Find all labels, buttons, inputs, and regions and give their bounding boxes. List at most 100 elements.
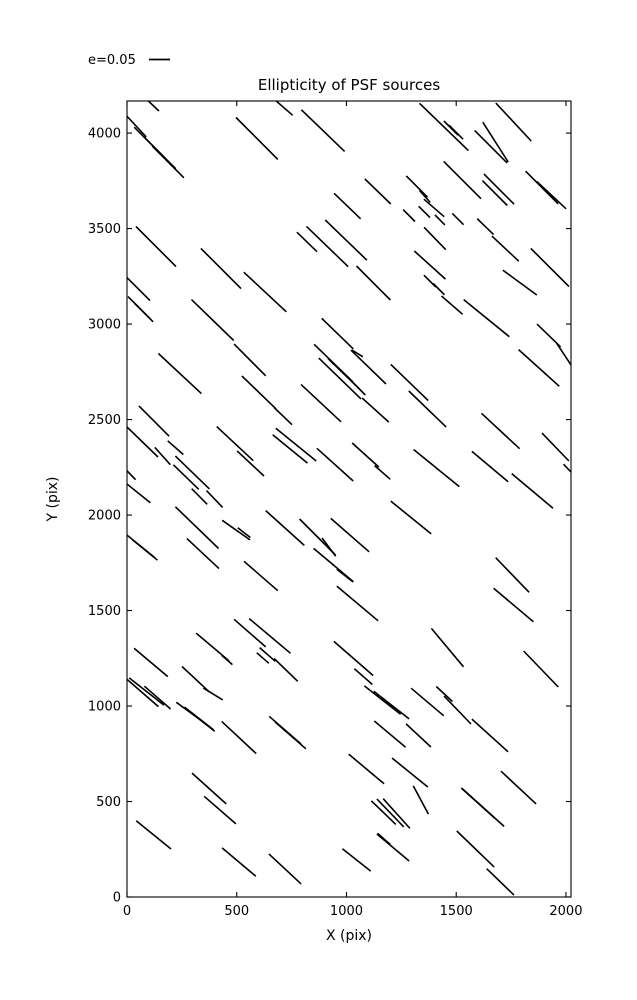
psf-whisker bbox=[200, 247, 242, 290]
psf-whisker bbox=[243, 271, 287, 313]
psf-whisker bbox=[203, 795, 237, 825]
psf-whisker bbox=[336, 568, 354, 583]
psf-whisker bbox=[132, 539, 158, 561]
psf-whisker bbox=[430, 627, 465, 668]
psf-whisker bbox=[174, 506, 220, 550]
psf-whisker bbox=[233, 618, 267, 648]
psf-whisker bbox=[172, 464, 200, 490]
psf-whisker bbox=[272, 434, 309, 464]
psf-whisker bbox=[235, 116, 279, 160]
psf-whisker bbox=[355, 265, 391, 301]
axis-tick-labels: 0 500 1000 1500 2000 0 500 1000 1500 2000 2500 3000… bbox=[88, 127, 583, 919]
psf-whisker bbox=[456, 830, 495, 868]
psf-whisker bbox=[351, 442, 380, 468]
psf-whisker bbox=[221, 654, 233, 666]
y-tick-label: 4000 bbox=[88, 127, 121, 142]
psf-whisker bbox=[443, 695, 472, 725]
psf-whisker bbox=[486, 868, 515, 896]
psf-whisker bbox=[423, 198, 445, 218]
x-tick-label: 0 bbox=[123, 904, 131, 919]
x-tick-label: 500 bbox=[224, 904, 249, 919]
x-axis-label: X (pix) bbox=[326, 928, 372, 944]
psf-whisker bbox=[127, 482, 151, 504]
psf-whisker bbox=[480, 412, 521, 450]
psf-whisker bbox=[336, 585, 379, 622]
psf-whisker bbox=[435, 685, 453, 703]
psf-whisker bbox=[352, 381, 366, 396]
psf-whisker bbox=[418, 102, 469, 152]
y-tick-label: 1000 bbox=[88, 700, 121, 715]
psf-whisker bbox=[237, 527, 251, 539]
psf-whisker bbox=[333, 640, 374, 677]
psf-whisker bbox=[460, 787, 496, 819]
y-tick-label: 0 bbox=[113, 891, 121, 906]
y-axis-label: Y (pix) bbox=[45, 477, 61, 523]
psf-whisker bbox=[463, 298, 510, 338]
psf-whisker bbox=[511, 472, 554, 509]
psf-whisker bbox=[273, 657, 299, 682]
psf-whisker bbox=[190, 712, 216, 732]
psf-whisker bbox=[376, 798, 405, 828]
psf-whisker bbox=[274, 721, 307, 750]
psf-whisker bbox=[373, 690, 410, 720]
psf-whisker bbox=[390, 363, 429, 402]
psf-whisker bbox=[273, 406, 293, 426]
psf-whisker bbox=[348, 753, 385, 785]
psf-whisker bbox=[216, 426, 254, 462]
psf-whisker bbox=[157, 352, 202, 395]
psf-whisker bbox=[351, 349, 364, 358]
psf-whisker bbox=[423, 226, 447, 251]
y-tick-label: 2000 bbox=[88, 509, 121, 524]
psf-whisker bbox=[147, 101, 160, 112]
psf-whisker bbox=[405, 175, 429, 198]
psf-whisker bbox=[151, 145, 185, 179]
psf-whisker bbox=[248, 617, 292, 654]
psf-whisker bbox=[363, 685, 402, 715]
psf-whisker bbox=[221, 519, 251, 541]
psf-whisker bbox=[127, 425, 159, 458]
y-tick-label: 3500 bbox=[88, 222, 121, 237]
psf-whisker bbox=[418, 205, 431, 219]
psf-whisker bbox=[502, 269, 538, 296]
psf-whisker bbox=[221, 847, 257, 877]
psf-whisker bbox=[443, 160, 482, 200]
psf-whisker bbox=[127, 678, 159, 708]
psf-whisker bbox=[471, 718, 509, 753]
psf-whisker bbox=[318, 357, 362, 400]
psf-whisker bbox=[191, 488, 208, 505]
psf-whisker bbox=[135, 820, 172, 850]
axis-ticks bbox=[126, 101, 571, 898]
psf-whisker bbox=[333, 192, 362, 220]
psf-whisker bbox=[341, 848, 372, 872]
psf-whisker bbox=[300, 109, 346, 152]
psf-whisker bbox=[305, 225, 349, 268]
psf-whisker bbox=[186, 538, 220, 570]
psf-whisker bbox=[432, 282, 446, 296]
psf-whisker bbox=[495, 102, 532, 142]
psf-whisker bbox=[135, 225, 177, 268]
x-tick-label: 1500 bbox=[440, 904, 473, 919]
psf-whisker bbox=[202, 687, 224, 701]
psf-whisker bbox=[413, 448, 460, 488]
psf-whisker bbox=[390, 500, 432, 535]
psf-whisker bbox=[265, 510, 305, 546]
psf-whisker bbox=[205, 490, 224, 508]
x-tick-label: 1000 bbox=[330, 904, 363, 919]
psf-whisker bbox=[408, 390, 447, 428]
psf-whisker bbox=[316, 447, 354, 482]
psf-whisker bbox=[541, 432, 570, 462]
psf-whiskers bbox=[127, 101, 571, 896]
psf-whisker bbox=[530, 247, 570, 288]
psf-whisker bbox=[143, 685, 172, 710]
psf-whisker bbox=[374, 464, 391, 480]
psf-whisker bbox=[556, 342, 571, 367]
psf-whisker bbox=[330, 517, 370, 553]
psf-whisker bbox=[127, 276, 151, 302]
psf-whisker bbox=[402, 209, 416, 223]
psf-whisker bbox=[536, 323, 562, 348]
psf-whisker bbox=[451, 212, 465, 226]
psf-whisker bbox=[471, 450, 509, 483]
psf-whisker bbox=[300, 383, 342, 423]
